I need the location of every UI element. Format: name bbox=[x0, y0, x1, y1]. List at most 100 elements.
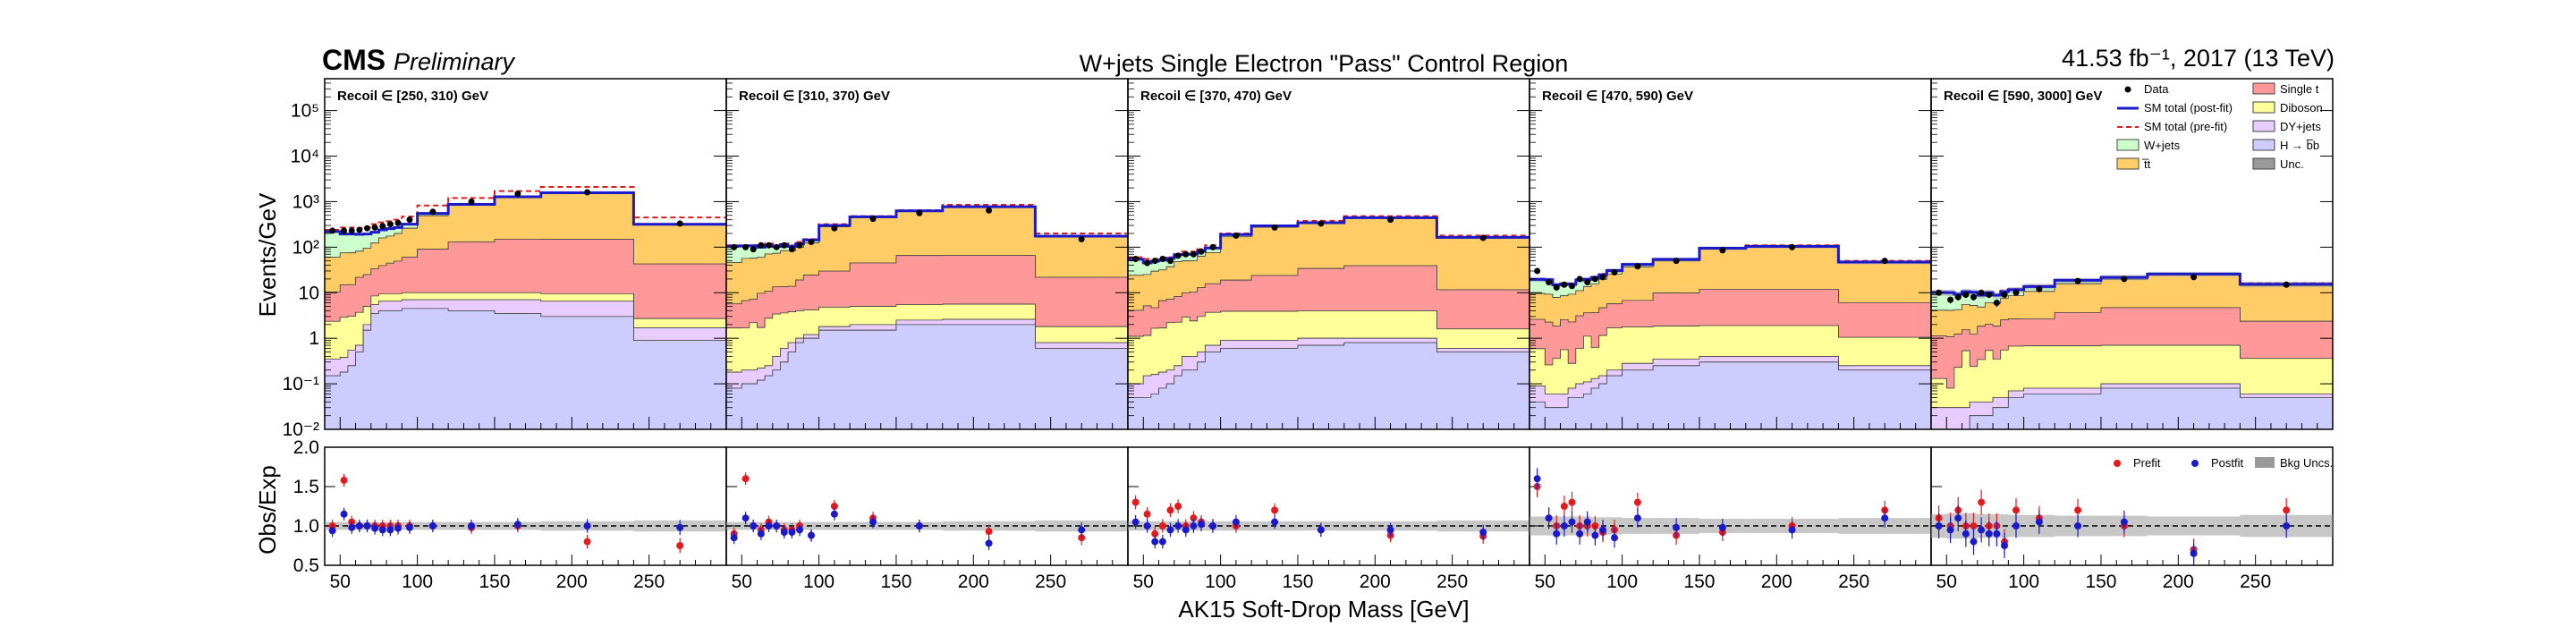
data-point bbox=[356, 226, 363, 233]
postfit-ratio-point bbox=[371, 524, 379, 532]
data-point bbox=[348, 227, 355, 234]
prefit-ratio-point bbox=[1978, 498, 1986, 506]
legend-singlet-label: Single t bbox=[2280, 82, 2319, 96]
postfit-ratio-point bbox=[2190, 549, 2198, 557]
postfit-ratio-point bbox=[730, 534, 738, 542]
postfit-ratio-point bbox=[428, 522, 436, 530]
legend-hbb-label: H → b̅b bbox=[2280, 139, 2319, 152]
postfit-ratio-point bbox=[394, 524, 402, 532]
x-tick-label: 250 bbox=[1035, 572, 1066, 592]
x-tick-label: 150 bbox=[479, 572, 510, 592]
prefit-ratio-point bbox=[1174, 503, 1182, 510]
data-point bbox=[2001, 292, 2008, 299]
x-tick-label: 50 bbox=[1535, 572, 1555, 592]
prefit-ratio-point bbox=[830, 503, 838, 510]
prefit-ratio-point bbox=[1568, 498, 1576, 506]
legend-hbb-marker bbox=[2252, 139, 2275, 151]
ratio-y-tick-label: 0.5 bbox=[293, 555, 319, 576]
y-tick-label: 10 bbox=[299, 283, 319, 303]
x-tick-label: 150 bbox=[1282, 572, 1313, 592]
panel-label: Recoil ∈ [370, 470) GeV bbox=[1140, 89, 1292, 104]
postfit-ratio-point bbox=[1978, 526, 1986, 534]
ratio-legend-postfit-marker bbox=[2191, 460, 2199, 467]
stack-0 bbox=[726, 324, 1128, 429]
data-point bbox=[916, 209, 923, 216]
prefit-ratio-point bbox=[741, 475, 750, 483]
prefit-ratio-point bbox=[1633, 498, 1641, 506]
data-point bbox=[341, 227, 348, 234]
data-point bbox=[1568, 283, 1575, 290]
prefit-ratio-point bbox=[1166, 506, 1174, 514]
legend-unc-label: Unc. bbox=[2280, 157, 2304, 171]
x-tick-label: 100 bbox=[402, 572, 433, 592]
x-tick-label: 200 bbox=[958, 572, 989, 592]
postfit-ratio-point bbox=[1190, 522, 1198, 530]
x-tick-label: 50 bbox=[330, 572, 351, 592]
data-point bbox=[742, 243, 750, 250]
postfit-ratio-point bbox=[676, 523, 684, 531]
postfit-ratio-point bbox=[1560, 522, 1568, 530]
data-point bbox=[1166, 258, 1174, 265]
data-point bbox=[1561, 281, 1568, 288]
data-point bbox=[1190, 250, 1197, 258]
data-point bbox=[1546, 279, 1553, 286]
data-point bbox=[1553, 284, 1560, 291]
data-point bbox=[468, 198, 475, 205]
data-point bbox=[1954, 293, 1962, 301]
prefit-ratio-point bbox=[1078, 534, 1086, 542]
ratio-y-tick-label: 2.0 bbox=[293, 437, 319, 458]
postfit-ratio-point bbox=[583, 522, 591, 530]
data-point bbox=[1584, 279, 1591, 286]
ratio-legend-unc-marker bbox=[2255, 457, 2275, 468]
panel-4: Recoil ∈ [470, 590) GeV 50 100 150 200 250 bbox=[1529, 78, 1932, 592]
data-point bbox=[1209, 243, 1216, 250]
ratio-legend-postfit-label: Postfit bbox=[2211, 456, 2244, 470]
legend-diboson-label: Diboson bbox=[2280, 101, 2323, 114]
data-point bbox=[750, 246, 757, 253]
data-point bbox=[1993, 300, 2000, 307]
data-point bbox=[773, 243, 780, 250]
x-tick-label: 200 bbox=[1761, 572, 1792, 592]
data-point bbox=[2190, 274, 2198, 281]
data-point bbox=[1174, 252, 1182, 259]
postfit-ratio-point bbox=[1271, 518, 1279, 526]
prefit-ratio-point bbox=[1560, 503, 1568, 510]
postfit-ratio-point bbox=[757, 530, 765, 538]
postfit-ratio-point bbox=[1158, 538, 1166, 546]
y-tick-label: 10⁴ bbox=[291, 147, 319, 167]
legend-prefit-label: SM total (pre-fit) bbox=[2144, 120, 2227, 133]
data-point bbox=[2036, 285, 2043, 292]
postfit-ratio-point bbox=[1962, 530, 1970, 538]
postfit-total-line bbox=[1931, 272, 2333, 297]
postfit-ratio-point bbox=[1788, 526, 1796, 534]
ratio-y-tick-label: 1.5 bbox=[293, 477, 319, 497]
data-point bbox=[1673, 258, 1680, 265]
legend-diboson-marker bbox=[2252, 101, 2275, 114]
data-point bbox=[1387, 216, 1394, 224]
luminosity-label: 41.53 fb⁻¹, 2017 (13 TeV) bbox=[2062, 45, 2334, 72]
data-point bbox=[1634, 263, 1641, 270]
data-point bbox=[429, 208, 436, 216]
stack-0 bbox=[325, 308, 726, 429]
data-point bbox=[1591, 275, 1598, 283]
stack-0 bbox=[1530, 361, 1931, 429]
postfit-ratio-point bbox=[2074, 522, 2082, 530]
postfit-ratio-point bbox=[1576, 530, 1584, 538]
postfit-ratio-point bbox=[1568, 518, 1576, 526]
postfit-ratio-point bbox=[1718, 523, 1726, 531]
data-point bbox=[2283, 281, 2290, 288]
data-point bbox=[765, 242, 772, 249]
data-point bbox=[676, 220, 683, 227]
panel-label: Recoil ∈ [470, 590) GeV bbox=[1542, 89, 1693, 104]
postfit-ratio-point bbox=[1232, 518, 1240, 526]
postfit-ratio-point bbox=[2012, 522, 2020, 530]
y-axis-label: Events/GeV bbox=[254, 192, 281, 317]
data-point bbox=[1947, 296, 1954, 303]
postfit-ratio-point bbox=[1143, 522, 1151, 530]
data-point bbox=[1182, 250, 1190, 258]
postfit-ratio-point bbox=[1633, 514, 1641, 522]
postfit-ratio-point bbox=[2283, 522, 2291, 530]
postfit-ratio-point bbox=[1166, 526, 1174, 534]
data-point bbox=[1881, 258, 1888, 265]
